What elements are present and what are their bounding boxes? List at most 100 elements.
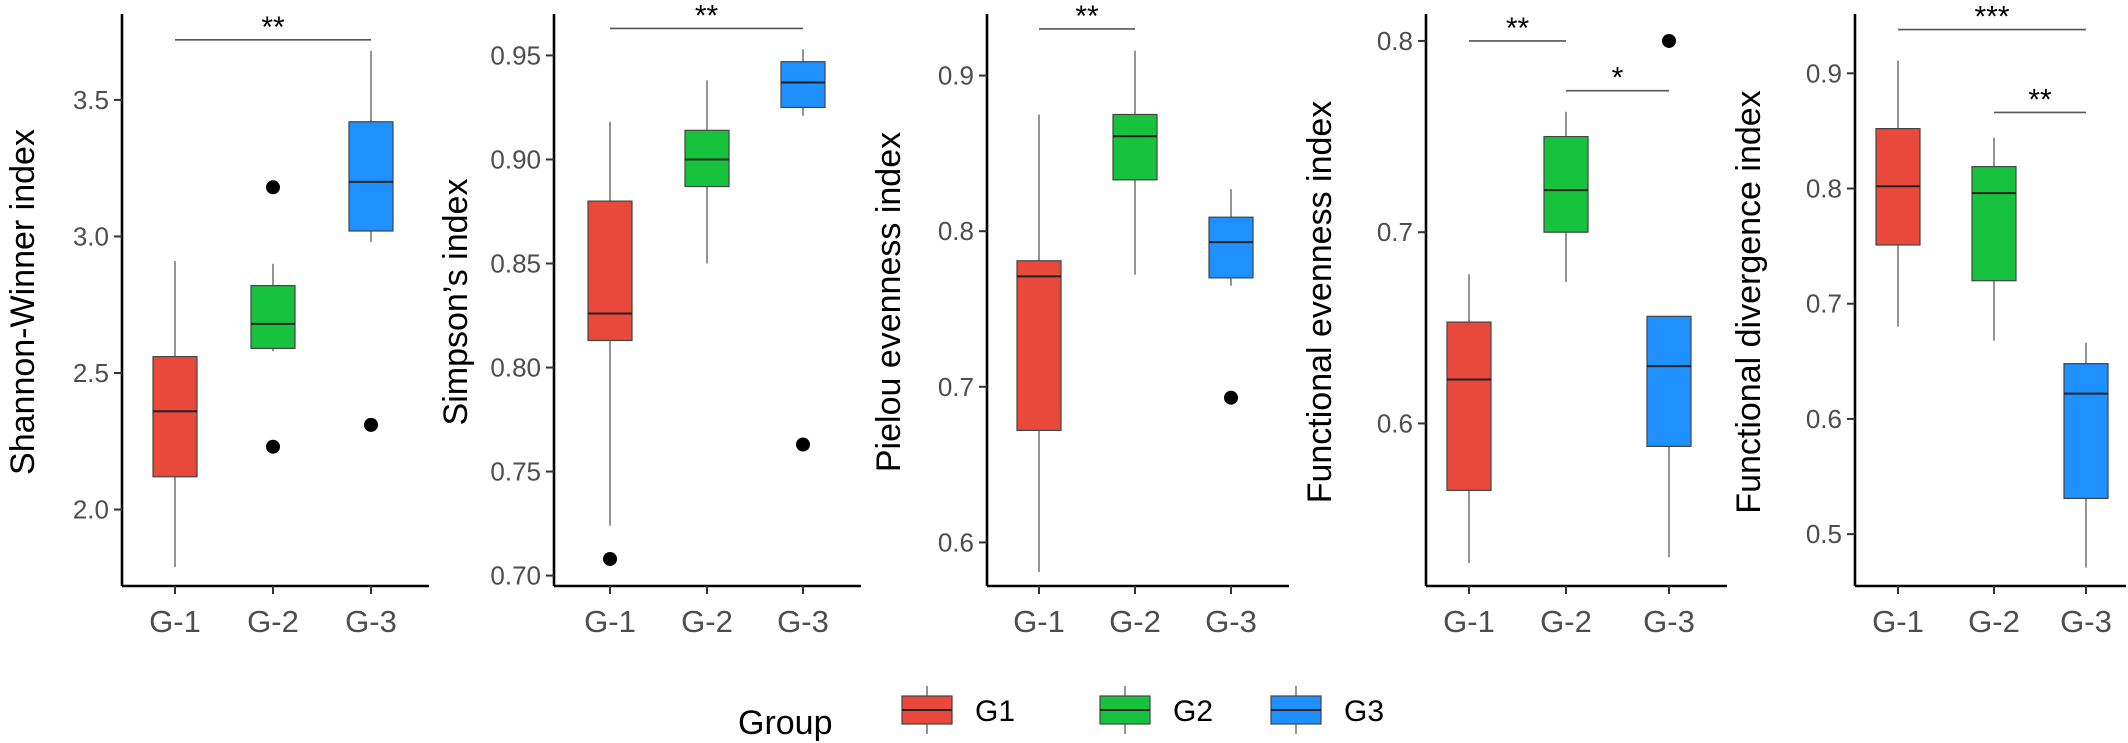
y-tick-label: 0.6 bbox=[938, 527, 974, 557]
significance-label: * bbox=[1612, 62, 1624, 95]
significance-label: *** bbox=[1974, 1, 2009, 34]
legend-label: G1 bbox=[975, 695, 1015, 728]
x-tick-label: G-2 bbox=[681, 604, 733, 639]
box-g-3 bbox=[1646, 33, 1692, 558]
box-body bbox=[1646, 315, 1692, 447]
box-body bbox=[684, 129, 730, 188]
x-tick-label: G-2 bbox=[247, 604, 299, 639]
y-axis-title: Simpson’s index bbox=[437, 179, 475, 426]
box-body bbox=[780, 61, 826, 109]
panel-5: *****0.50.60.70.80.9G-1 G-2 G-3Functional … bbox=[1730, 1, 2126, 639]
x-tick-label: G-3 bbox=[1205, 604, 1257, 639]
outlier-point bbox=[796, 437, 810, 452]
y-axis-title: Functional divergence index bbox=[1730, 90, 1768, 513]
significance-label: ** bbox=[2028, 83, 2052, 116]
x-tick-label: G-1 bbox=[1872, 604, 1924, 639]
box-body bbox=[1112, 113, 1158, 181]
legend-label: G3 bbox=[1344, 695, 1384, 728]
significance-label: ** bbox=[1506, 12, 1530, 45]
y-tick-label: 3.5 bbox=[73, 85, 109, 115]
box-g-2 bbox=[1112, 50, 1158, 275]
y-tick-label: 0.7 bbox=[1377, 217, 1413, 247]
x-tick-label: G-1 bbox=[1443, 604, 1495, 639]
box-body bbox=[1016, 260, 1062, 431]
significance-label: ** bbox=[1075, 0, 1099, 33]
y-axis-title: Functional evenness index bbox=[1301, 101, 1339, 504]
box-g-1 bbox=[587, 122, 633, 566]
x-tick-label: G-2 bbox=[1968, 604, 2020, 639]
box-body bbox=[1971, 166, 2017, 282]
y-tick-label: 0.8 bbox=[1806, 174, 1842, 204]
outlier-point bbox=[364, 417, 378, 432]
y-tick-label: 2.0 bbox=[73, 495, 109, 525]
box-body bbox=[1543, 135, 1589, 233]
box-body bbox=[152, 356, 198, 478]
box-body bbox=[348, 121, 394, 232]
outlier-point bbox=[266, 180, 280, 195]
y-tick-label: 0.70 bbox=[490, 561, 541, 591]
panel-2: ** 0.70 0.75 0.80 0.85 0.90 0.95 G-1 G-2 G-3 Simps… bbox=[437, 0, 861, 639]
y-axis-title: Pielou evenness index bbox=[870, 132, 908, 472]
x-tick-label: G-3 bbox=[777, 604, 829, 639]
x-tick-label: G-3 bbox=[345, 604, 397, 639]
box-g-1 bbox=[1875, 60, 1921, 327]
x-tick-label: G-1 bbox=[584, 604, 636, 639]
y-tick-label: 0.7 bbox=[1806, 289, 1842, 319]
panel-3: ** 0.6 0.7 0.8 0.9 G-1 G-2 G-3 Pielou evenness i… bbox=[870, 0, 1289, 639]
y-tick-label: 0.7 bbox=[938, 372, 974, 402]
box-g-3 bbox=[2063, 342, 2109, 568]
y-tick-label: 0.8 bbox=[938, 216, 974, 246]
panel-1: ** 2.0 2.5 3.0 3.5 G-1 G-2 G-3 Shannon-Winner in… bbox=[4, 11, 429, 639]
box-body bbox=[250, 285, 296, 350]
y-tick-label: 0.95 bbox=[490, 40, 541, 70]
significance-label: ** bbox=[695, 0, 719, 32]
y-tick-label: 0.80 bbox=[490, 353, 541, 383]
legend-item-g2: G2 bbox=[1099, 686, 1213, 734]
box-body bbox=[1446, 321, 1492, 491]
y-tick-label: 0.85 bbox=[490, 249, 541, 279]
y-tick-label: 2.5 bbox=[73, 358, 109, 388]
box-g-1 bbox=[152, 261, 198, 567]
box-g-2 bbox=[1543, 111, 1589, 282]
legend: Group G1 G2 G3 bbox=[738, 686, 1384, 742]
x-tick-label: G-3 bbox=[1643, 604, 1695, 639]
x-tick-label: G-1 bbox=[149, 604, 201, 639]
outlier-point bbox=[1662, 33, 1676, 48]
y-tick-label: 0.75 bbox=[490, 457, 541, 487]
x-tick-label: G-3 bbox=[2060, 604, 2112, 639]
y-tick-label: 0.5 bbox=[1806, 519, 1842, 549]
legend-item-g3: G3 bbox=[1270, 686, 1384, 734]
y-tick-label: 0.6 bbox=[1377, 408, 1413, 438]
panels: ** 2.0 2.5 3.0 3.5 G-1 G-2 G-3 Shannon-Winner in… bbox=[4, 0, 2126, 639]
y-tick-label: 0.8 bbox=[1377, 26, 1413, 56]
box-g-3 bbox=[780, 49, 826, 452]
box-g-2 bbox=[1971, 137, 2017, 341]
legend-title: Group bbox=[738, 704, 833, 742]
y-tick-label: 3.0 bbox=[73, 221, 109, 251]
box-g-2 bbox=[250, 180, 296, 454]
y-tick-label: 0.6 bbox=[1806, 404, 1842, 434]
x-tick-label: G-1 bbox=[1013, 604, 1065, 639]
box-g-3 bbox=[1208, 189, 1254, 405]
outlier-point bbox=[603, 551, 617, 566]
box-g-1 bbox=[1016, 114, 1062, 572]
outlier-point bbox=[1224, 390, 1238, 405]
legend-label: G2 bbox=[1173, 695, 1213, 728]
legend-items: G1 G2 G3 bbox=[901, 686, 1384, 734]
box-g-2 bbox=[684, 80, 730, 264]
y-tick-label: 0.90 bbox=[490, 144, 541, 174]
box-body bbox=[2063, 363, 2109, 500]
box-body bbox=[587, 200, 633, 342]
y-tick-label: 0.9 bbox=[938, 61, 974, 91]
significance-label: ** bbox=[261, 11, 285, 44]
box-body bbox=[1208, 216, 1254, 279]
box-g-3 bbox=[348, 50, 394, 432]
box-g-1 bbox=[1446, 274, 1492, 564]
y-tick-label: 0.9 bbox=[1806, 58, 1842, 88]
x-tick-label: G-2 bbox=[1109, 604, 1161, 639]
y-axis-title: Shannon-Winner index bbox=[4, 129, 42, 475]
outlier-point bbox=[266, 439, 280, 454]
legend-item-g1: G1 bbox=[901, 686, 1015, 734]
